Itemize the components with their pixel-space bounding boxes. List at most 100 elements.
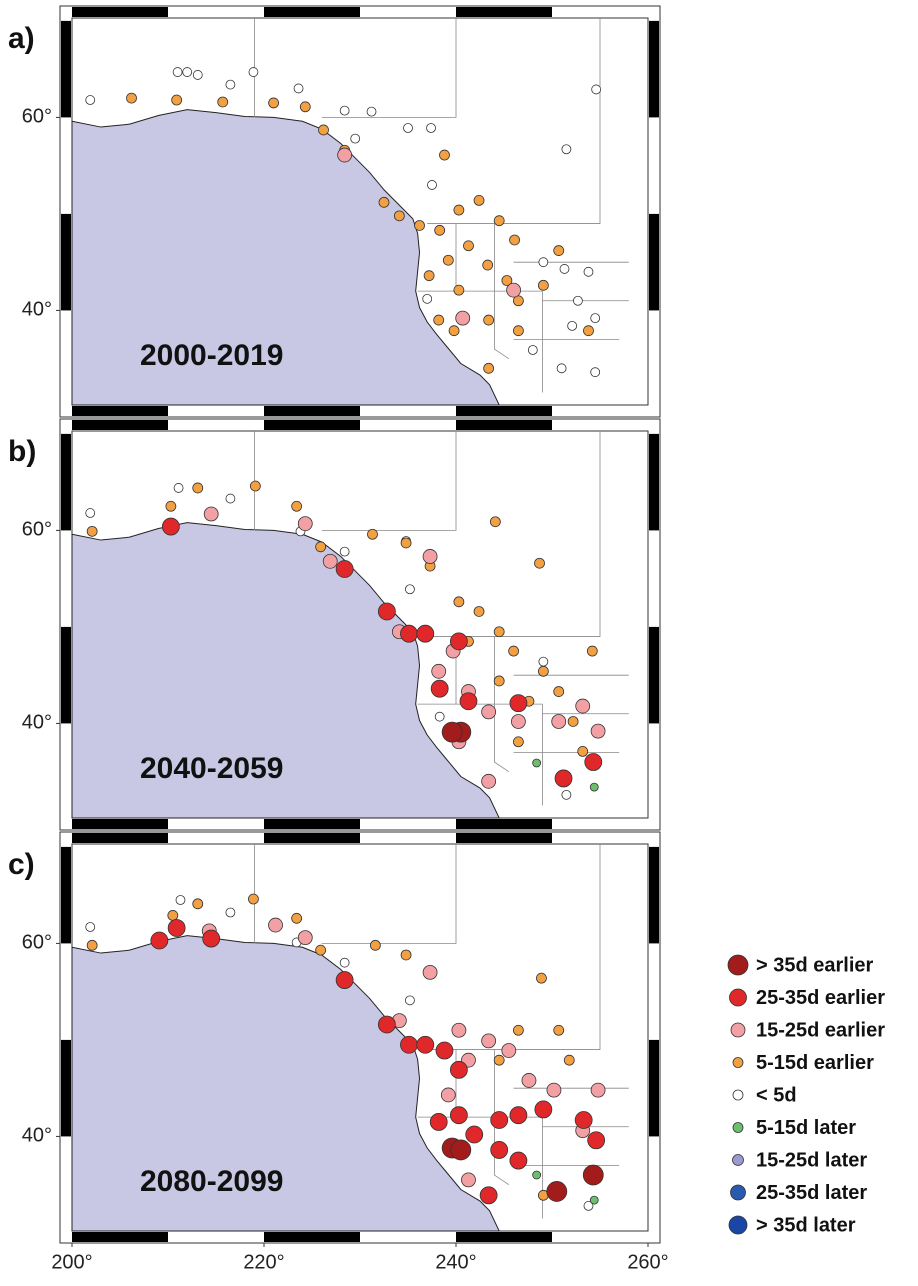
station-point [590, 367, 601, 378]
station-point [453, 284, 465, 296]
station-point [315, 944, 327, 956]
station-point [521, 1073, 537, 1088]
legend-marker [732, 1154, 744, 1166]
station-point [175, 895, 186, 905]
station-point [490, 1111, 509, 1129]
frame-segment [649, 20, 659, 118]
station-point [434, 224, 446, 236]
station-point [171, 94, 183, 106]
station-point [449, 632, 468, 651]
station-point [508, 645, 519, 657]
station-point [435, 1041, 454, 1060]
station-point [532, 1170, 542, 1180]
legend-marker [732, 1122, 744, 1133]
station-point [473, 195, 485, 206]
frame-segment [264, 1232, 360, 1242]
station-point [589, 782, 599, 792]
station-point [482, 259, 494, 271]
station-point [217, 96, 229, 108]
panel-label: a) [8, 22, 35, 55]
legend-label: 25-35d earlier [756, 987, 885, 1009]
frame-segment [264, 406, 360, 416]
station-point [590, 1082, 606, 1098]
station-point [481, 704, 497, 720]
station-point [165, 500, 177, 512]
station-point [225, 907, 236, 918]
station-point [559, 264, 570, 274]
station-point [405, 584, 415, 595]
station-point [527, 345, 538, 355]
station-point [400, 949, 412, 961]
station-point [537, 665, 549, 677]
station-point [400, 537, 412, 549]
station-point [513, 1024, 524, 1036]
station-point [203, 506, 219, 522]
station-point [537, 279, 549, 291]
station-point [377, 1015, 396, 1034]
y-tick-label: 40° [22, 1125, 52, 1147]
station-point [322, 553, 338, 569]
frame-segment [72, 406, 168, 416]
frame-segment [61, 626, 71, 724]
station-point [493, 1054, 505, 1066]
station-point [400, 624, 418, 643]
station-point [167, 910, 179, 921]
station-point [393, 210, 405, 222]
station-point [337, 147, 353, 163]
station-point [561, 144, 572, 155]
frame-segment [72, 819, 168, 829]
station-point [377, 602, 396, 621]
station-point [291, 500, 303, 512]
station-point [481, 773, 497, 789]
station-point [546, 1082, 562, 1098]
station-point [473, 606, 485, 617]
station-point [483, 362, 495, 374]
station-point [378, 196, 390, 208]
frame-segment [264, 819, 360, 829]
station-point [297, 930, 313, 946]
station-point [574, 1111, 593, 1129]
legend-label: > 35d earlier [756, 954, 874, 976]
station-point [433, 314, 445, 326]
station-point [538, 656, 549, 667]
period-label: 2000-2019 [140, 339, 283, 372]
station-point [449, 1106, 468, 1125]
station-point [538, 257, 549, 268]
station-point [463, 240, 474, 252]
station-point [481, 1033, 497, 1049]
station-point [403, 123, 413, 133]
station-point [248, 67, 259, 77]
frame-segment [649, 213, 659, 311]
station-point [335, 560, 354, 578]
station-point [167, 919, 186, 937]
ocean [71, 522, 500, 819]
station-point [590, 313, 601, 324]
station-point [367, 528, 378, 540]
station-point [291, 912, 303, 924]
station-point [561, 789, 572, 800]
station-point [586, 645, 598, 657]
station-point [455, 310, 471, 326]
ocean [71, 109, 500, 406]
station-point [567, 320, 578, 331]
frame-segment [456, 819, 552, 829]
period-label: 2080-2099 [140, 1165, 283, 1198]
legend-marker [732, 1089, 744, 1101]
station-point [556, 363, 567, 374]
station-point [427, 180, 437, 190]
station-point [400, 1035, 418, 1054]
station-point [434, 711, 445, 722]
frame-segment [72, 7, 168, 17]
station-point [453, 204, 465, 216]
station-point [465, 1125, 484, 1144]
station-point [416, 624, 435, 643]
station-point [501, 275, 513, 286]
station-point [161, 517, 180, 536]
legend-label: 15-25d later [756, 1149, 867, 1171]
station-point [442, 254, 454, 266]
station-point [459, 692, 478, 711]
frame-segment [61, 1039, 71, 1137]
station-point [430, 679, 449, 698]
